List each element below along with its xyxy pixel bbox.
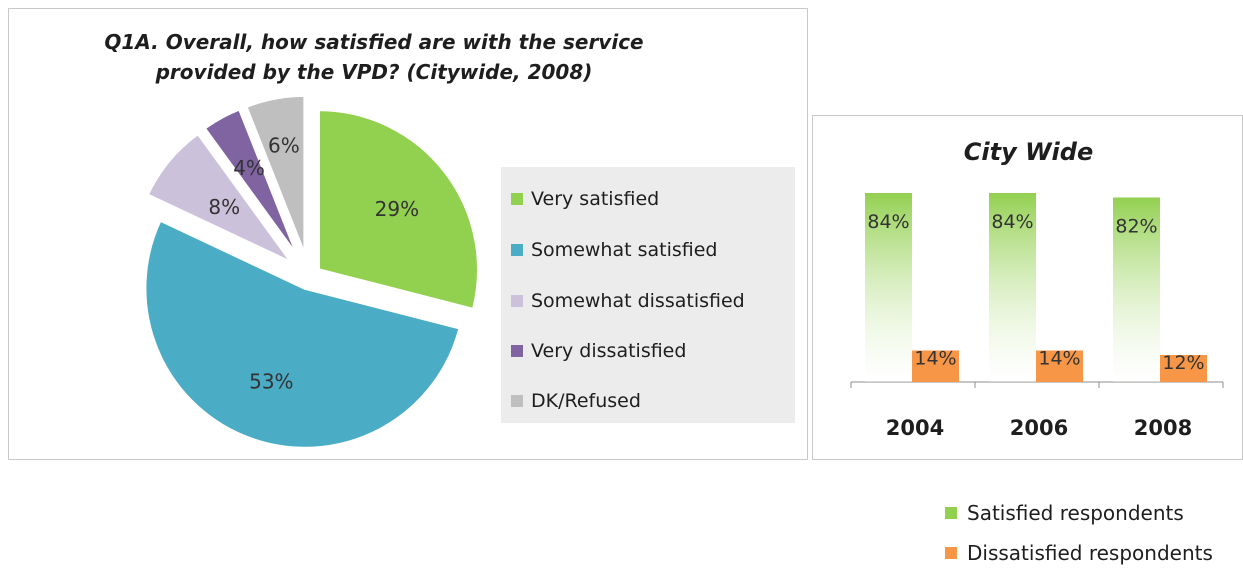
pie-data-label-somewhat-satisfied: 53% — [249, 370, 293, 394]
pie-chart-panel: Q1A. Overall, how satisfied are with the… — [8, 8, 808, 460]
bar-dissatisfied-respondents-2004 — [912, 350, 959, 382]
bar-dissatisfied-respondents-2008 — [1160, 355, 1207, 382]
bar-satisfied-respondents-2006 — [989, 193, 1036, 382]
legend-label: Very satisfied — [531, 188, 660, 210]
pie-chart-title: Q1A. Overall, how satisfied are with the… — [9, 27, 739, 87]
bar-dissatisfied-respondents-2006 — [1036, 350, 1083, 382]
pie-slice-very-dissatisfied — [202, 107, 300, 259]
bar-data-label-satisfied-respondents-2008: 82% — [1115, 216, 1157, 238]
legend-label: Satisfied respondents — [967, 501, 1184, 525]
x-tick-label-2006: 2006 — [1010, 416, 1068, 440]
legend-label: Very dissatisfied — [531, 340, 687, 362]
pie-slice-dk-refused — [244, 93, 307, 256]
x-tick-label-2004: 2004 — [886, 416, 944, 440]
legend-swatch — [945, 507, 957, 519]
bar-data-label-dissatisfied-respondents-2006: 14% — [1038, 348, 1080, 370]
legend-item-somewhat-dissatisfied: Somewhat dissatisfied — [511, 289, 745, 313]
bar-satisfied-respondents-2004 — [865, 193, 912, 382]
pie-data-label-dk-refused: 6% — [268, 133, 300, 157]
bar-chart-title: City Wide — [963, 138, 1094, 166]
legend-item-dissatisfied-respondents: Dissatisfied respondents — [945, 540, 1213, 566]
pie-data-label-very-satisfied: 29% — [375, 197, 419, 221]
bar-data-label-dissatisfied-respondents-2004: 14% — [914, 348, 956, 370]
pie-data-label-somewhat-dissatisfied: 8% — [208, 195, 240, 219]
legend-label: Somewhat satisfied — [531, 239, 718, 261]
bar-data-label-satisfied-respondents-2006: 84% — [991, 211, 1033, 233]
legend-swatch — [511, 244, 523, 256]
pie-title-line-1: Q1A. Overall, how satisfied are with the… — [104, 30, 644, 54]
bar-chart-panel: City Wide 84% 14% 2004 84% 14% 2006 82% 12% 2008 — [812, 115, 1243, 460]
pie-data-label-very-dissatisfied: 4% — [233, 156, 265, 180]
legend-swatch — [511, 345, 523, 357]
legend-swatch — [511, 395, 523, 407]
pie-chart-plot: 29% 53% 8% 4%6% — [143, 93, 480, 450]
bar-data-label-dissatisfied-respondents-2008: 12% — [1162, 352, 1204, 374]
pie-slice-somewhat-dissatisfied — [145, 131, 294, 265]
legend-item-satisfied-respondents: Satisfied respondents — [945, 500, 1213, 526]
pie-title-line-2: provided by the VPD? (Citywide, 2008) — [155, 60, 593, 84]
bar-legend: Satisfied respondents Dissatisfied respo… — [945, 500, 1213, 580]
legend-label: Dissatisfied respondents — [967, 541, 1213, 565]
legend-swatch — [511, 295, 523, 307]
pie-slice-somewhat-satisfied — [143, 218, 462, 450]
bar-data-label-satisfied-respondents-2004: 84% — [867, 211, 909, 233]
legend-swatch — [945, 547, 957, 559]
legend-swatch — [511, 193, 523, 205]
bar-satisfied-respondents-2008 — [1113, 197, 1160, 382]
legend-item-somewhat-satisfied: Somewhat satisfied — [511, 238, 717, 262]
bar-chart-plot: 84% 14% 2004 84% 14% 2006 82% 12% 2008 — [850, 193, 1224, 440]
pie-legend: Very satisfied Somewhat satisfied Somewh… — [501, 167, 795, 423]
x-tick-label-2008: 2008 — [1134, 416, 1192, 440]
legend-item-very-dissatisfied: Very dissatisfied — [511, 339, 686, 363]
legend-label: DK/Refused — [531, 390, 641, 412]
legend-item-very-satisfied: Very satisfied — [511, 187, 659, 211]
legend-item-dk-refused: DK/Refused — [511, 389, 641, 413]
pie-slice-very-satisfied — [316, 108, 480, 312]
legend-label: Somewhat dissatisfied — [531, 290, 745, 312]
